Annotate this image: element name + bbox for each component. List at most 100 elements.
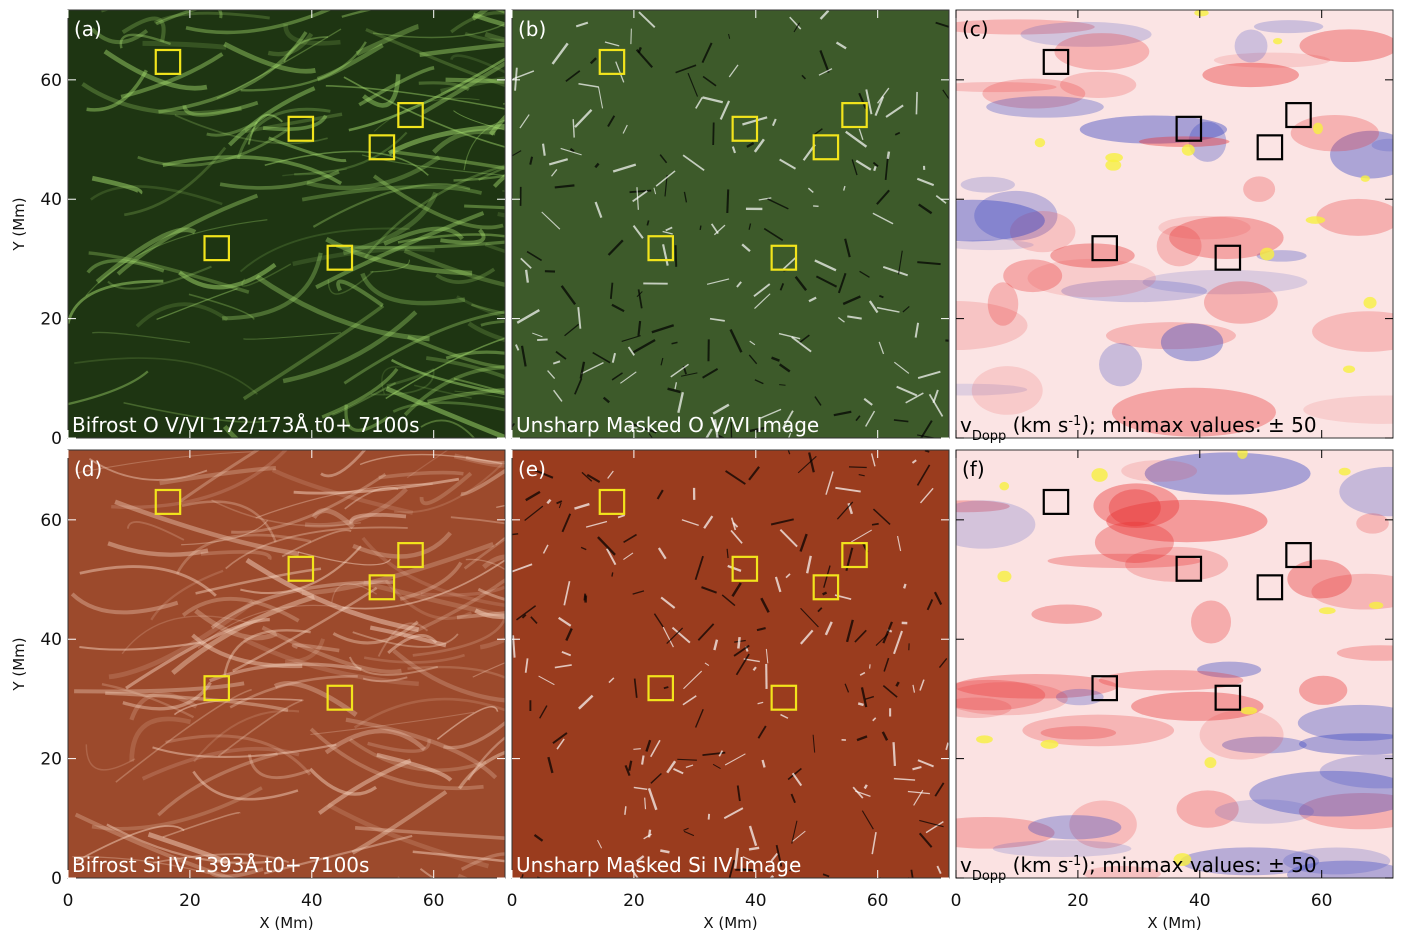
velocity-patch [1202,63,1299,87]
x-axis-label: X (Mm) [703,914,757,932]
y-tick-label: 0 [51,869,62,889]
x-tick-label: 60 [423,891,445,911]
speck [660,850,669,852]
hot-spot [1204,757,1216,768]
panel-label: (e) [518,457,546,481]
x-tick-label: 0 [951,891,962,911]
panel-label: (a) [74,17,102,41]
hot-spot [1091,468,1107,482]
caption-part: Unsharp Masked O V/VI Image [516,413,819,437]
caption-part: Bifrost Si IV 1393Å t0+ 7100s [72,853,369,877]
panel-image [68,10,505,438]
x-tick-label: 20 [623,891,645,911]
velocity-patch [1031,605,1102,624]
velocity-patch [1028,815,1121,839]
hot-spot [1035,138,1045,147]
hot-spot [1369,602,1383,609]
velocity-patch [1200,710,1284,759]
hot-spot [999,482,1009,491]
hot-spot [1313,123,1323,135]
hot-spot [1306,216,1326,224]
x-tick-label: 40 [1189,891,1211,911]
caption-part: Dopp [972,869,1006,884]
speck [633,749,640,750]
x-tick-label: 60 [867,891,889,911]
velocity-patch [1161,323,1223,361]
panel-caption: vDopp (km s-1); minmax values: ± 50 [960,413,1317,444]
velocity-patch [946,240,1034,250]
filament [101,0,230,11]
panel-label: (b) [518,17,546,41]
filament [458,876,633,935]
hot-spot [1339,468,1351,476]
hot-spot [1240,707,1257,715]
hot-spot [997,571,1011,582]
caption-part: Unsharp Masked Si IV Image [516,853,801,877]
panel-caption: Unsharp Masked O V/VI Image [516,413,819,437]
x-tick-label: 20 [179,891,201,911]
panel [504,450,949,899]
speck [625,806,626,815]
x-tick-label: 20 [1067,891,1089,911]
y-tick-label: 20 [40,310,62,330]
caption-part: Dopp [972,429,1006,444]
panel [885,9,1403,438]
velocity-patch [1254,20,1323,33]
velocity-patch [1316,199,1400,236]
velocity-patch [1291,115,1379,151]
velocity-patch [1235,30,1268,63]
speck [700,226,701,230]
hot-spot [1194,9,1208,16]
speck [727,189,728,213]
caption-part: Bifrost O V/VI 172/173Å t0+ 7100s [72,413,420,437]
caption-part: -1 [1068,414,1081,429]
velocity-patch [1356,513,1389,533]
panel-image [512,10,949,438]
speck [537,339,548,340]
velocity-patch [1215,799,1314,823]
x-axis-label: X (Mm) [259,914,313,932]
panel-label: (f) [962,457,985,481]
figure: 0 20 40 60 Y (Mm) (a) Bifrost O V/VI 172/173Å … [0,0,1403,935]
speck [642,756,643,765]
hot-spot [1363,297,1376,309]
panel-caption: Bifrost O V/VI 172/173Å t0+ 7100s [72,413,420,437]
y-tick-label: 0 [51,429,62,449]
speck [604,878,628,887]
panel-label: (c) [962,17,989,41]
speck [900,877,909,887]
speck [612,572,613,576]
speck [649,830,650,838]
speck [738,637,739,648]
velocity-patch [1299,676,1347,705]
speck [858,703,863,705]
y-tick-label: 40 [40,630,62,650]
hot-spot [1273,38,1282,44]
y-axis-label: Y (Mm) [10,197,28,251]
x-tick-label: 40 [745,891,767,911]
velocity-patch [1099,343,1142,387]
speck [874,166,876,170]
velocity-patch [972,366,1043,415]
hot-spot [976,735,993,743]
speck [664,687,669,688]
x-axis-label: X (Mm) [1147,914,1201,932]
hot-spot [1182,144,1195,155]
velocity-patch [1157,226,1202,267]
caption-part: v [960,853,972,877]
speck [677,759,697,760]
y-tick-label: 20 [40,750,62,770]
speck [749,848,759,850]
caption-part: ); minmax values: ± 50 [1081,853,1316,877]
speck [713,123,714,145]
hot-spot [1319,607,1336,614]
caption-part: v [960,413,972,437]
speck [904,584,905,588]
velocity-patch [1243,176,1275,202]
panel-caption: Bifrost Si IV 1393Å t0+ 7100s [72,853,369,877]
speck [849,467,867,468]
caption-part: ); minmax values: ± 50 [1081,413,1316,437]
velocity-patch [1093,483,1179,527]
x-tick-label: 40 [301,891,323,911]
velocity-patch [1191,600,1231,643]
